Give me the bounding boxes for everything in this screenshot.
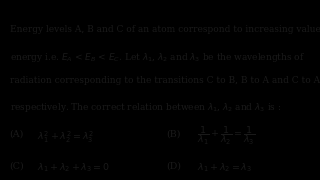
Text: respectively. The correct relation between $\lambda_1$, $\lambda_2$ and $\lambda: respectively. The correct relation betwe… [10,101,281,114]
Text: (B): (B) [166,130,181,139]
Text: $\lambda_1^2 + \lambda_2^2 = \lambda_3^2$: $\lambda_1^2 + \lambda_2^2 = \lambda_3^2… [37,130,94,145]
Text: Energy levels A, B and C of an atom correspond to increasing values of: Energy levels A, B and C of an atom corr… [10,25,320,34]
Text: $\dfrac{1}{\lambda_1} + \dfrac{1}{\lambda_2} = \dfrac{1}{\lambda_3}$: $\dfrac{1}{\lambda_1} + \dfrac{1}{\lambd… [197,125,255,147]
Text: energy i.e. $E_A$ < $E_B$ < $E_C$. Let $\lambda_1$, $\lambda_2$ and $\lambda_3$ : energy i.e. $E_A$ < $E_B$ < $E_C$. Let $… [10,51,305,64]
Text: radiation corresponding to the transitions C to B, B to A and C to A,: radiation corresponding to the transitio… [10,76,320,85]
Text: (A): (A) [10,130,24,139]
Text: (C): (C) [10,161,24,170]
Text: $\lambda_1 + \lambda_2 + \lambda_3 = 0$: $\lambda_1 + \lambda_2 + \lambda_3 = 0$ [37,161,110,174]
Text: (D): (D) [166,161,181,170]
Text: $\lambda_1 + \lambda_2 = \lambda_3$: $\lambda_1 + \lambda_2 = \lambda_3$ [197,161,252,174]
